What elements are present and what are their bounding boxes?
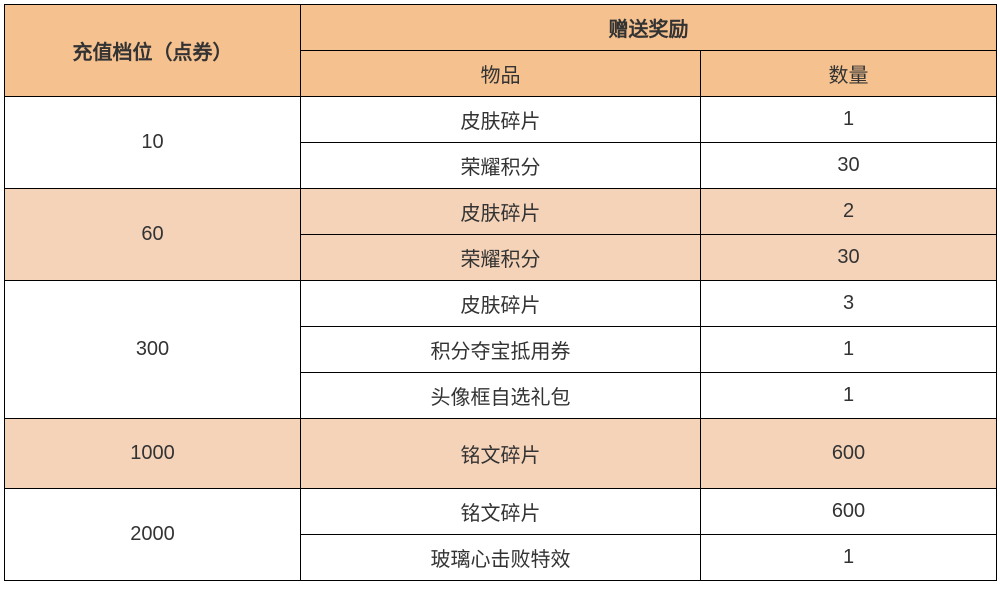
tier-cell: 10 (5, 97, 301, 189)
item-cell: 皮肤碎片 (301, 97, 701, 143)
tier-cell: 2000 (5, 489, 301, 581)
header-qty: 数量 (701, 51, 997, 97)
table-row: 2000铭文碎片600 (5, 489, 997, 535)
qty-cell: 600 (701, 419, 997, 489)
header-tier: 充值档位（点券） (5, 5, 301, 97)
item-cell: 铭文碎片 (301, 419, 701, 489)
table-row: 1000铭文碎片600 (5, 419, 997, 489)
item-cell: 积分夺宝抵用券 (301, 327, 701, 373)
table-header-row-1: 充值档位（点券） 赠送奖励 (5, 5, 997, 51)
item-cell: 玻璃心击败特效 (301, 535, 701, 581)
qty-cell: 1 (701, 535, 997, 581)
tier-cell: 300 (5, 281, 301, 419)
header-reward-group: 赠送奖励 (301, 5, 997, 51)
table-body: 10皮肤碎片1荣耀积分3060皮肤碎片2荣耀积分30300皮肤碎片3积分夺宝抵用… (5, 97, 997, 581)
item-cell: 铭文碎片 (301, 489, 701, 535)
tier-cell: 60 (5, 189, 301, 281)
item-cell: 荣耀积分 (301, 235, 701, 281)
qty-cell: 2 (701, 189, 997, 235)
qty-cell: 3 (701, 281, 997, 327)
table-row: 10皮肤碎片1 (5, 97, 997, 143)
item-cell: 头像框自选礼包 (301, 373, 701, 419)
reward-table: 充值档位（点券） 赠送奖励 物品 数量 10皮肤碎片1荣耀积分3060皮肤碎片2… (4, 4, 997, 581)
qty-cell: 1 (701, 373, 997, 419)
table-row: 300皮肤碎片3 (5, 281, 997, 327)
qty-cell: 30 (701, 235, 997, 281)
qty-cell: 600 (701, 489, 997, 535)
qty-cell: 1 (701, 97, 997, 143)
qty-cell: 1 (701, 327, 997, 373)
item-cell: 荣耀积分 (301, 143, 701, 189)
item-cell: 皮肤碎片 (301, 189, 701, 235)
header-item: 物品 (301, 51, 701, 97)
item-cell: 皮肤碎片 (301, 281, 701, 327)
table-row: 60皮肤碎片2 (5, 189, 997, 235)
tier-cell: 1000 (5, 419, 301, 489)
qty-cell: 30 (701, 143, 997, 189)
